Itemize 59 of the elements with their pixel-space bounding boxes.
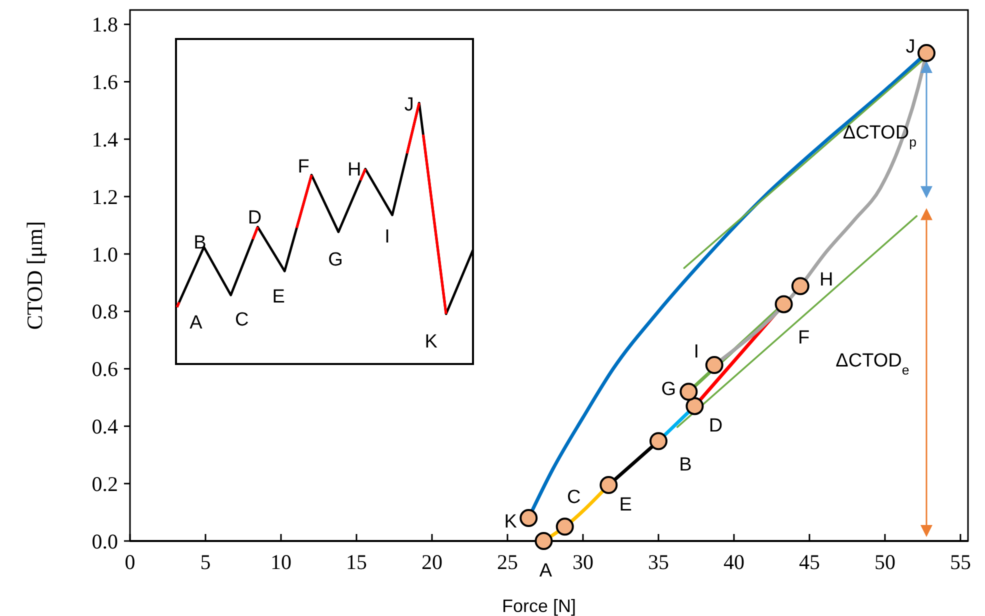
y-tick-label: 0.0 — [92, 529, 118, 554]
y-tick-label: 1.6 — [92, 70, 118, 94]
annotation: E — [619, 494, 632, 516]
point — [917, 44, 936, 62]
x-axis-title: Force [N] — [502, 596, 576, 616]
annotation: K — [504, 512, 518, 533]
annotation: J — [906, 36, 916, 58]
annotation: H — [347, 160, 362, 181]
y-tick-label: 0.2 — [92, 472, 118, 496]
annotation: D — [248, 207, 262, 228]
y-tick-label: 1.4 — [92, 128, 118, 152]
y-tick-label: 1.2 — [92, 184, 118, 209]
x-tick-label: 0 — [124, 550, 136, 574]
annotation: C — [234, 310, 249, 331]
y-tick-label: 1.8 — [92, 12, 118, 37]
point — [600, 476, 618, 494]
annotation: D — [708, 416, 723, 437]
point — [520, 509, 538, 528]
y-axis-title: CTOD [μm] — [22, 221, 47, 330]
point — [556, 518, 574, 536]
x-tick-label: 20 — [421, 550, 442, 574]
annotation: I — [384, 226, 390, 248]
annotation: B — [679, 454, 692, 476]
point — [791, 277, 810, 296]
point — [686, 397, 704, 416]
annotation: ΔCTOD$_{p}$ — [842, 122, 916, 150]
point — [705, 356, 724, 374]
x-tick-label: 45 — [798, 550, 820, 574]
point — [774, 295, 793, 314]
annotation: I — [694, 342, 699, 363]
annotation: K — [424, 331, 438, 352]
annotation: F — [298, 156, 310, 178]
x-tick-label: 50 — [874, 550, 896, 574]
x-tick-label: 5 — [200, 550, 211, 574]
annotation: F — [798, 328, 810, 349]
x-tick-label: 40 — [723, 550, 744, 574]
y-tick-label: 0.6 — [92, 357, 118, 382]
point — [680, 382, 698, 401]
annotation: C — [566, 487, 581, 508]
annotation: A — [539, 560, 552, 582]
y-tick-label: 0.8 — [92, 300, 118, 324]
y-tick-label: 1.0 — [92, 242, 118, 266]
x-tick-label: 15 — [346, 550, 367, 574]
x-tick-label: 25 — [496, 550, 518, 574]
annotation: G — [661, 379, 676, 400]
annotation: A — [190, 312, 203, 334]
x-tick-label: 55 — [950, 550, 971, 574]
annotation: E — [272, 286, 285, 308]
x-tick-label: 35 — [648, 550, 669, 574]
point — [534, 532, 553, 550]
point — [649, 432, 668, 450]
annotation: G — [328, 249, 343, 270]
annotation: ΔCTOD$_{e}$ — [836, 350, 910, 378]
annotation: J — [404, 94, 414, 116]
x-tick-label: 30 — [572, 550, 594, 574]
annotation: B — [194, 232, 206, 254]
annotation: H — [820, 270, 834, 291]
x-tick-label: 10 — [270, 550, 292, 574]
y-tick-label: 0.4 — [92, 414, 118, 439]
